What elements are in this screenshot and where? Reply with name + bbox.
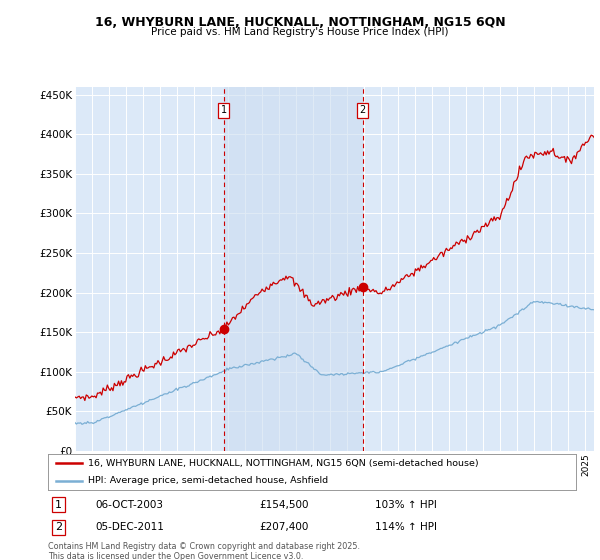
Text: £154,500: £154,500: [259, 500, 309, 510]
Text: 06-OCT-2003: 06-OCT-2003: [95, 500, 164, 510]
Text: 114% ↑ HPI: 114% ↑ HPI: [376, 522, 437, 533]
Text: £207,400: £207,400: [259, 522, 308, 533]
Text: Contains HM Land Registry data © Crown copyright and database right 2025.
This d: Contains HM Land Registry data © Crown c…: [48, 542, 360, 560]
Text: HPI: Average price, semi-detached house, Ashfield: HPI: Average price, semi-detached house,…: [88, 477, 328, 486]
Text: 1: 1: [221, 105, 227, 115]
Bar: [224, 87, 363, 451]
Text: 1: 1: [55, 500, 62, 510]
Text: 2: 2: [360, 105, 366, 115]
Text: 103% ↑ HPI: 103% ↑ HPI: [376, 500, 437, 510]
Text: Price paid vs. HM Land Registry's House Price Index (HPI): Price paid vs. HM Land Registry's House …: [151, 27, 449, 37]
Text: 16, WHYBURN LANE, HUCKNALL, NOTTINGHAM, NG15 6QN: 16, WHYBURN LANE, HUCKNALL, NOTTINGHAM, …: [95, 16, 505, 29]
Text: 16, WHYBURN LANE, HUCKNALL, NOTTINGHAM, NG15 6QN (semi-detached house): 16, WHYBURN LANE, HUCKNALL, NOTTINGHAM, …: [88, 459, 478, 468]
Text: 2: 2: [55, 522, 62, 533]
Text: 05-DEC-2011: 05-DEC-2011: [95, 522, 164, 533]
